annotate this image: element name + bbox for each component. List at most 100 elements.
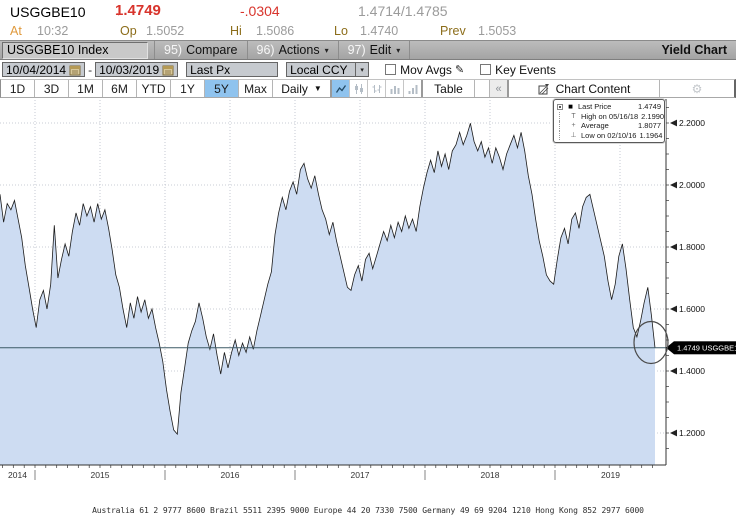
chart-region: 1.2000 1.4000 1.6000 1.8000 2.0000 2.2000 2014… — [0, 98, 736, 486]
period-1m[interactable]: 1M — [69, 80, 103, 97]
gear-icon[interactable]: ⚙ — [691, 81, 703, 96]
legend-row-average[interactable]: + Average 1.8077 — [557, 121, 661, 131]
calendar-icon[interactable] — [69, 64, 81, 76]
annotation-circle[interactable] — [633, 320, 669, 365]
volume-bars-icon — [408, 84, 417, 94]
legend-value: 1.8077 — [638, 121, 661, 131]
chart-content-label: Chart Content — [555, 81, 631, 96]
date-to-field[interactable]: 10/03/2019 — [95, 62, 179, 77]
down-arrow-icon: ↓ — [115, 2, 123, 19]
menu-label: Actions — [278, 43, 320, 57]
quote-stat-label: Op — [120, 24, 137, 38]
quote-stat-label: Hi — [230, 24, 242, 38]
price-chart[interactable]: 1.2000 1.4000 1.6000 1.8000 2.0000 2.2000 2014… — [0, 98, 736, 486]
bar-chart-button[interactable] — [386, 80, 404, 97]
key-events-checkbox[interactable] — [480, 64, 492, 75]
legend-row-high[interactable]: T High on 05/16/18 2.1990 — [557, 111, 665, 121]
price-source-field[interactable]: Last Px — [186, 62, 279, 77]
x-axis-label: 2015 — [91, 470, 110, 480]
quote-stat-label: Lo — [334, 24, 348, 38]
blank-button[interactable] — [475, 80, 490, 97]
quote-header: USGGBE10 ↓ 1.4749 -.0304 1.4714/1.4785 A… — [0, 0, 736, 40]
dropdown-arrow-icon: ▼ — [313, 84, 322, 93]
menu-label: Compare — [186, 43, 238, 57]
title-bar: USGGBE10 Index 95) Compare 96) Actions ▾ 97) E… — [0, 40, 736, 60]
settings-bar: 10/04/2014 - 10/03/2019 Last Px Local CC… — [0, 60, 736, 79]
date-from-field[interactable]: 10/04/2014 — [2, 62, 86, 77]
last-price-tag — [674, 341, 736, 355]
frequency-dropdown[interactable]: Daily ▼ — [273, 80, 332, 97]
legend-marker-high-icon: T — [571, 112, 576, 120]
currency-dropdown-arrow-icon[interactable]: ▾ — [356, 62, 370, 77]
x-axis-label: 2018 — [481, 470, 500, 480]
bar-chart-icon — [390, 85, 399, 94]
date-from-value: 10/04/2014 — [6, 62, 67, 77]
price-area — [0, 123, 655, 466]
period-6m[interactable]: 6M — [103, 80, 137, 97]
menu-compare[interactable]: 95) Compare — [154, 41, 248, 59]
period-3d[interactable]: 3D — [35, 80, 69, 97]
menu-actions[interactable]: 96) Actions ▾ — [248, 41, 339, 59]
footer-phones-line1: Australia 61 2 9777 8600 Brazil 5511 239… — [92, 506, 644, 515]
y-axis-label: 1.2000 — [679, 428, 705, 438]
collapse-panel-button[interactable]: « — [490, 80, 509, 97]
chart-type-buttons — [332, 80, 423, 97]
legend-marker-square-icon: ■ — [568, 102, 573, 112]
legend-value: 2.1990 — [641, 111, 665, 121]
dropdown-arrow-icon: ▾ — [324, 45, 329, 55]
menu-key: 95) — [164, 43, 183, 57]
legend-row-square[interactable]: ■ Last Price 1.4749 — [557, 102, 661, 112]
key-events-label: Key Events — [495, 62, 556, 77]
chart-content-button[interactable]: Chart Content — [509, 80, 660, 97]
y-axis-label: 1.8000 — [679, 242, 705, 252]
line-chart-button[interactable] — [332, 80, 350, 97]
quote-stat-value: 1.4740 — [360, 24, 399, 38]
period-ytd[interactable]: YTD — [137, 80, 171, 97]
x-axis-label: 2017 — [351, 470, 370, 480]
volume-bars-button[interactable] — [404, 80, 423, 97]
menu-label: Edit — [369, 43, 392, 57]
legend-label: Low on 02/10/16 — [581, 130, 637, 140]
bid-ask: 1.4714/1.4785 — [358, 3, 448, 19]
terminal-footer: Australia 61 2 9777 8600 Brazil 5511 239… — [0, 487, 736, 530]
period-5y[interactable]: 5Y — [205, 80, 239, 97]
frequency-value: Daily — [281, 81, 308, 96]
period-buttons: 1D 3D 1M 6M YTD 1Y 5Y Max — [1, 80, 273, 97]
last-price-tag-arrow — [666, 341, 674, 355]
legend-label: Last Price — [578, 102, 612, 112]
ticker-symbol: USGGBE10 — [10, 4, 86, 20]
legend-value: 1.4749 — [638, 102, 661, 112]
x-axis-label: 2014 — [8, 470, 27, 480]
date-range-separator: - — [88, 62, 93, 77]
table-button[interactable]: Table — [423, 80, 475, 97]
price-series-line — [0, 123, 656, 436]
candlestick-button[interactable] — [350, 80, 368, 97]
menu-edit[interactable]: 97) Edit ▾ — [339, 41, 411, 59]
period-1y[interactable]: 1Y — [171, 80, 205, 97]
y-axis-arrow-icon — [670, 367, 677, 375]
security-input[interactable]: USGGBE10 Index — [2, 41, 148, 59]
mov-avgs-checkbox[interactable] — [385, 64, 397, 75]
chart-toolbar: 1D 3D 1M 6M YTD 1Y 5Y Max Daily ▼ Table « Chart… — [0, 79, 736, 98]
legend-marker-average-icon: + — [571, 122, 576, 130]
at-time: 10:32 — [37, 24, 69, 38]
pencil-icon[interactable]: ✎ — [454, 64, 465, 76]
calendar-icon[interactable] — [162, 64, 174, 76]
currency-select[interactable]: Local CCY — [286, 62, 357, 77]
legend-collapse-icon[interactable] — [557, 103, 563, 110]
ohlc-bars-button[interactable] — [368, 80, 386, 97]
y-axis-arrow-icon — [670, 181, 677, 189]
date-to-value: 10/03/2019 — [99, 62, 160, 77]
chart-legend[interactable]: ■ Last Price 1.4749 T High on 05/16/18 2.1990… — [553, 99, 665, 143]
legend-tree-line — [559, 130, 566, 140]
period-max[interactable]: Max — [239, 80, 273, 97]
legend-label: Average — [581, 121, 609, 131]
menu-key: 96) — [256, 43, 275, 57]
menu-key: 97) — [347, 43, 366, 57]
y-axis-arrow-icon — [670, 305, 677, 313]
period-1d[interactable]: 1D — [1, 80, 35, 97]
legend-row-low[interactable]: ⊥ Low on 02/10/16 1.1964 — [557, 130, 662, 140]
ohlc-bars-icon — [372, 84, 381, 93]
y-axis-arrow-icon — [670, 429, 677, 437]
legend-marker-low-icon: ⊥ — [570, 132, 577, 140]
